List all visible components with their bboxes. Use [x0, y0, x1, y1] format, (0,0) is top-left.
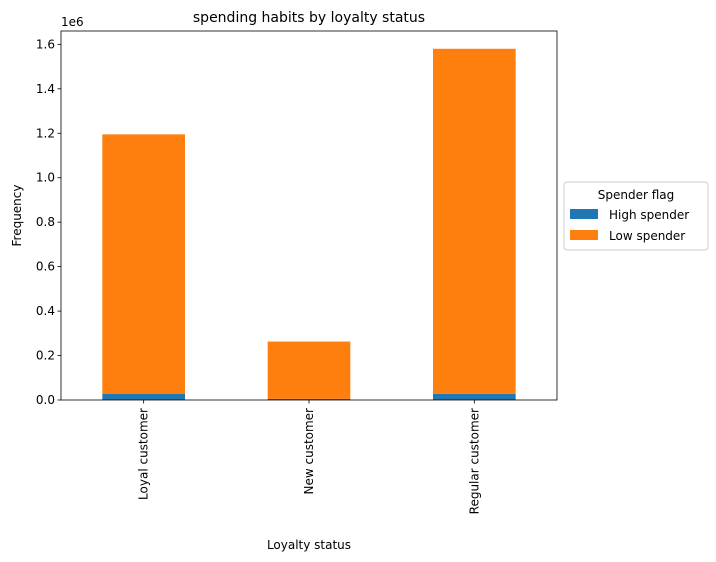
legend-frame — [563, 181, 709, 251]
y-tick-label: 1.0 — [36, 171, 55, 185]
x-tick-label-regular-customer: Regular customer — [467, 408, 481, 514]
legend: Spender flag High spender Low spender — [563, 181, 709, 251]
plot-frame — [60, 30, 558, 401]
y-axis: 0.0 0.2 0.4 0.6 0.8 1.0 1.2 1.4 1.6 — [36, 37, 61, 407]
x-axis: Loyal customer New customer Regular custom… — [137, 400, 481, 514]
legend-swatch-low-spender — [570, 230, 598, 240]
bar-high-spender-new-customer — [267, 398, 351, 400]
legend-title: Spender flag — [598, 188, 675, 202]
legend-label-low-spender: Low spender — [609, 229, 685, 243]
x-tick-label-loyal-customer: Loyal customer — [137, 408, 151, 500]
bars-group — [102, 48, 516, 400]
x-axis-label: Loyalty status — [267, 538, 351, 552]
chart-title: spending habits by loyalty status — [193, 10, 425, 26]
bar-high-spender-loyal-customer — [102, 393, 185, 400]
y-axis-label: Frequency — [10, 185, 24, 247]
y-offset-label: 1e6 — [61, 15, 84, 29]
bar-low-spender-new-customer — [267, 341, 351, 399]
bar-high-spender-regular-customer — [433, 393, 516, 400]
legend-swatch-high-spender — [570, 209, 598, 219]
legend-label-high-spender: High spender — [609, 208, 689, 222]
y-tick-label: 0.2 — [36, 349, 55, 363]
y-tick-label: 1.4 — [36, 82, 55, 96]
y-tick-label: 0.0 — [36, 393, 55, 407]
y-tick-label: 0.4 — [36, 304, 55, 318]
y-tick-label: 0.6 — [36, 260, 55, 274]
x-tick-label-new-customer: New customer — [302, 408, 316, 495]
y-tick-label: 0.8 — [36, 215, 55, 229]
bar-low-spender-regular-customer — [433, 48, 516, 394]
y-tick-label: 1.2 — [36, 126, 55, 140]
bar-low-spender-loyal-customer — [102, 134, 185, 394]
y-tick-label: 1.6 — [36, 37, 55, 51]
